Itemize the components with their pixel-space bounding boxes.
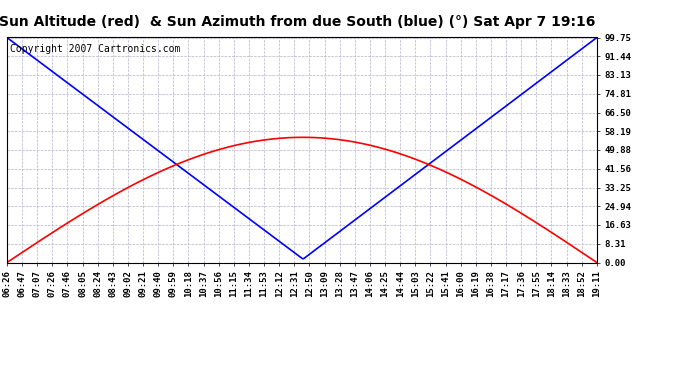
Text: Sun Altitude (red)  & Sun Azimuth from due South (blue) (°) Sat Apr 7 19:16: Sun Altitude (red) & Sun Azimuth from du… xyxy=(0,15,595,29)
Text: Copyright 2007 Cartronics.com: Copyright 2007 Cartronics.com xyxy=(10,44,180,54)
